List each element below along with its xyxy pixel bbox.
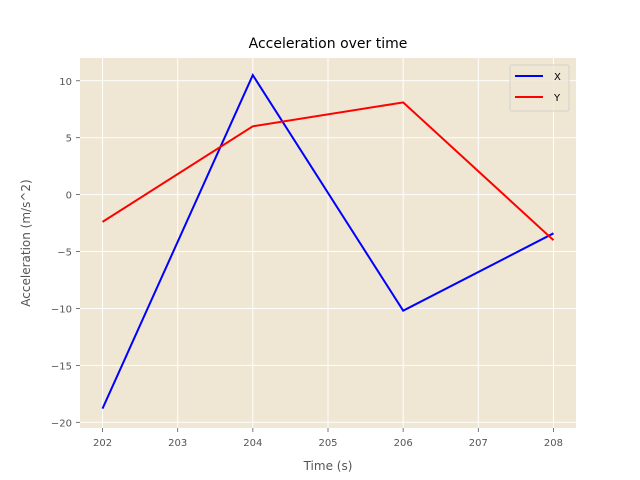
x-axis-label: Time (s)	[303, 459, 353, 473]
y-tick-label: −15	[51, 361, 72, 372]
x-tick-label: 204	[243, 438, 262, 449]
y-tick-label: −5	[57, 248, 72, 259]
y-tick-label: −10	[51, 304, 72, 315]
series-line-x	[101, 73, 554, 410]
chart-title: Acceleration over time	[249, 36, 408, 52]
series-line-y	[101, 101, 555, 241]
legend-label-y: Y	[553, 93, 561, 104]
legend-label-x: X	[554, 72, 561, 83]
grid-lines	[80, 58, 576, 428]
x-axis-ticks: 202 203 204 205 206 207 208	[93, 428, 563, 449]
x-tick-label: 208	[544, 438, 563, 449]
x-tick-label: 202	[93, 438, 112, 449]
y-axis-ticks: −20 −15 −10 −5 0 5 10	[51, 77, 80, 429]
legend: XY	[509, 64, 570, 112]
x-tick-label: 206	[394, 438, 413, 449]
y-axis-label: Acceleration (m/s^2)	[19, 179, 33, 306]
y-tick-label: 10	[59, 77, 72, 88]
y-tick-label: −20	[51, 418, 72, 429]
x-tick-label: 207	[469, 438, 488, 449]
series-lines	[101, 73, 555, 410]
x-tick-label: 203	[168, 438, 187, 449]
y-tick-label: 0	[66, 191, 72, 202]
y-tick-label: 5	[66, 134, 72, 145]
x-tick-label: 205	[318, 438, 337, 449]
